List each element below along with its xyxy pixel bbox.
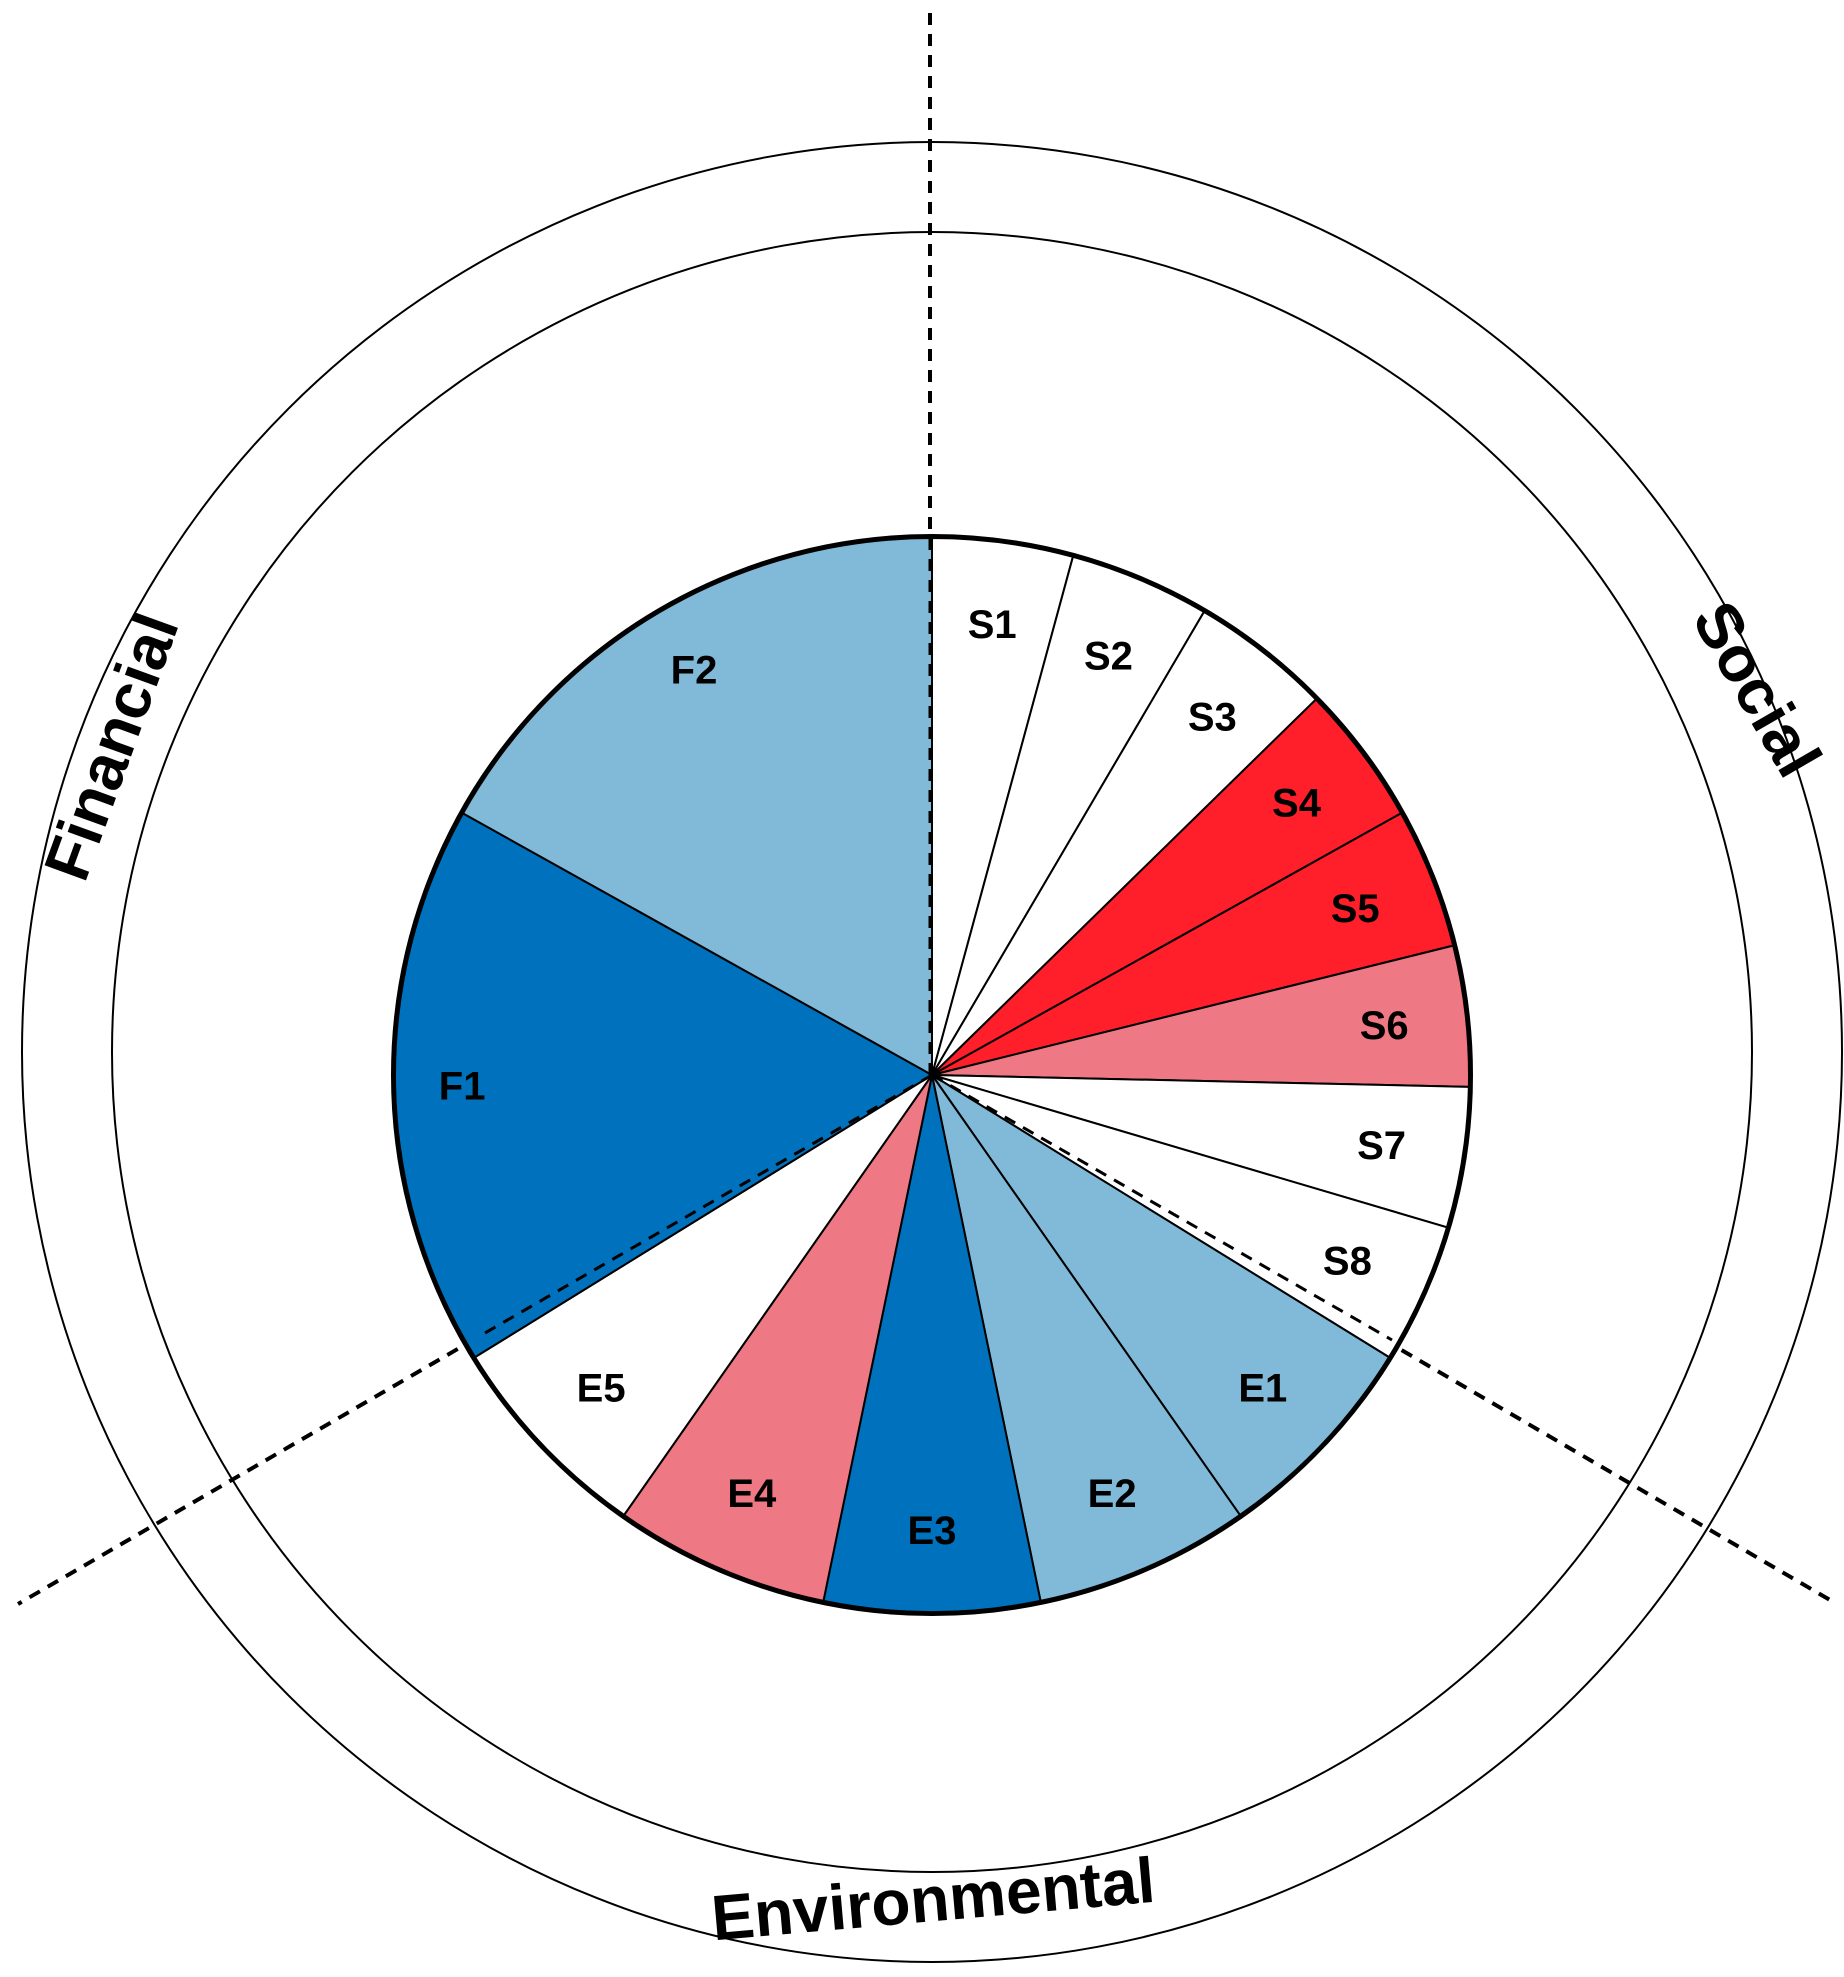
pie-slices [394,536,1470,1613]
slice-label-s4: S4 [1272,782,1322,826]
slice-label-e4: E4 [727,1472,777,1516]
pie-slice-e1 [931,1074,1391,1517]
pie-slice-f1 [394,812,934,1359]
slice-label-e5: E5 [577,1366,626,1410]
sector-label-environmental: Environmental [709,1844,1158,1954]
sector-divider-overlay-left [477,1073,933,1339]
slice-labels: S1 S2 S3 S4 S5 S6 S7 S8 E1 E2 E3 E4 E5 F1 F2 [439,603,1409,1553]
sector-divider-overlay-right [931,1073,1393,1342]
slice-label-s8: S8 [1323,1240,1372,1284]
slice-label-s2: S2 [1084,635,1133,679]
slice-label-s1: S1 [968,603,1017,647]
sector-label-financial: Financial [30,604,193,889]
pie-slice-e5 [473,1074,933,1517]
slice-label-e3: E3 [908,1509,957,1553]
slice-label-s6: S6 [1360,1004,1409,1048]
sector-label-social: Social [1679,589,1836,788]
slice-label-s3: S3 [1188,696,1237,740]
slice-label-f1: F1 [439,1064,486,1108]
pie-slice-f2 [461,536,933,1077]
slice-label-s5: S5 [1331,887,1380,931]
pie-slice-e4 [622,1074,933,1603]
slice-label-f2: F2 [671,649,718,693]
slice-label-e1: E1 [1238,1366,1287,1410]
pie-slice-e2 [931,1074,1242,1603]
pie-slice-e3 [822,1074,1042,1613]
slice-label-s7: S7 [1357,1124,1406,1168]
pie-outline [391,534,1473,1616]
slice-label-e2: E2 [1088,1472,1137,1516]
